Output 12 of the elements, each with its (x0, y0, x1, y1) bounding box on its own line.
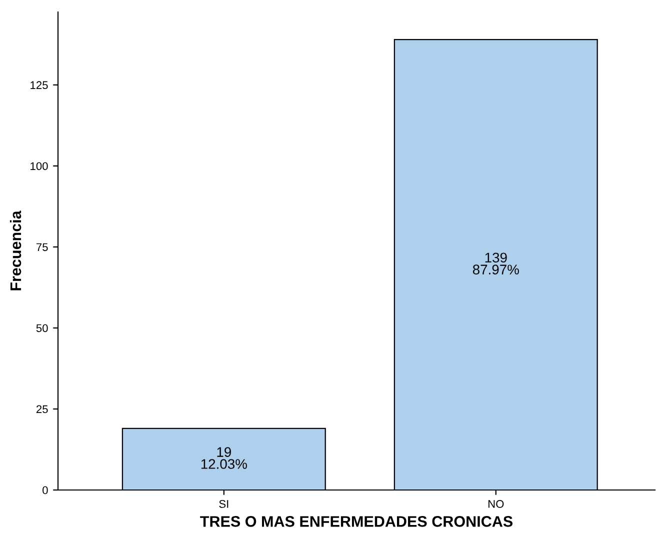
data-label: 139 87.97% (472, 252, 519, 274)
y-tick-label: 125 (30, 81, 48, 90)
y-tick-label: 100 (30, 162, 48, 170)
y-axis-title: Frecuencia (10, 210, 22, 290)
y-tick-label: 0 (42, 486, 48, 494)
x-tick-label: NO (488, 500, 504, 508)
y-tick-label: 75 (36, 243, 48, 252)
x-axis-title: TRES O MAS ENFERMEDADES CRONICAS (200, 516, 513, 527)
x-tick-label: SI (219, 500, 228, 508)
y-tick-label: 50 (36, 324, 48, 332)
data-label: 19 12.03% (201, 447, 247, 469)
y-tick-label: 25 (36, 405, 48, 414)
